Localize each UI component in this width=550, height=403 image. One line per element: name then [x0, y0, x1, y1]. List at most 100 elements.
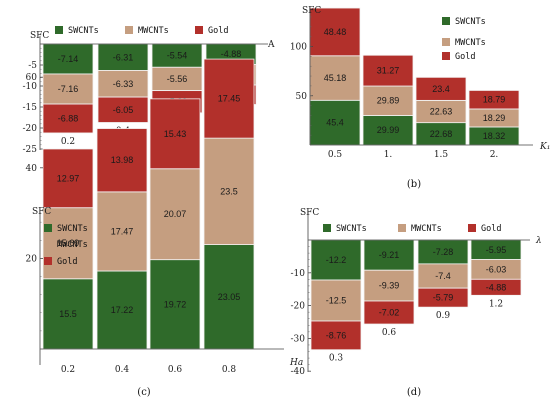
legend-swatch-mwcnts: [398, 224, 406, 232]
bar-gold-0.6: [149, 98, 201, 170]
y-tick-label: -15: [23, 103, 38, 113]
bar-value-label: -7.14: [58, 54, 79, 64]
bar-swcnts-0.8: [203, 244, 255, 350]
x-tick-label: 2.: [490, 150, 499, 160]
bar-gold-0.4: [97, 96, 149, 123]
x-tick-label: 0.2: [61, 137, 75, 147]
bar-value-label: 12.97: [57, 173, 80, 183]
bar-value-label: 23.4: [432, 84, 450, 94]
bar-value-label: -6.33: [113, 79, 134, 89]
x-axis-title: A: [267, 40, 275, 50]
bar-gold-0.8: [203, 58, 255, 139]
x-tick-label: 0.9: [436, 311, 451, 321]
bar-value-label: 29.89: [377, 96, 400, 106]
legend-swatch-gold: [44, 257, 52, 265]
y-axis-title: SFC: [30, 31, 49, 41]
bar-value-label: 17.22: [111, 305, 134, 315]
bar-value-label: 48.48: [324, 27, 347, 37]
legend-label: SWCNTs: [57, 224, 88, 234]
legend-label: SWCNTs: [455, 17, 486, 27]
x-tick-label: 1.2: [489, 299, 503, 309]
legend-swatch-swcnts: [442, 17, 450, 25]
bar-value-label: 15.5: [59, 309, 77, 319]
bar-value-label: -4.88: [221, 49, 242, 59]
bar-swcnts-0.2: [42, 278, 94, 350]
bar-value-label: 45.18: [324, 73, 347, 83]
y-tick-label: -40: [291, 367, 306, 377]
legend-swatch-swcnts: [323, 224, 331, 232]
bar-gold-2.: [468, 90, 520, 110]
bar-gold-1.2: [470, 278, 522, 296]
bar-value-label: -6.05: [113, 105, 134, 115]
x-tick-label: 0.8: [222, 365, 237, 375]
bar-value-label: 22.68: [430, 129, 453, 139]
bar-value-label: 13.98: [111, 155, 134, 165]
legend-swatch-swcnts: [44, 224, 52, 232]
y-tick-label: -30: [291, 334, 306, 344]
bar-value-label: -6.31: [113, 52, 134, 62]
x-tick-label: 0.4: [115, 365, 130, 375]
y-tick-label: 20: [26, 254, 38, 264]
panel-label: (d): [407, 387, 421, 398]
bar-value-label: 15.69: [57, 238, 80, 248]
legend-label: Gold: [57, 257, 77, 267]
y-tick-label: -5: [28, 61, 37, 71]
bar-value-label: -12.5: [326, 296, 347, 306]
legend-label: MWCNTs: [411, 224, 442, 234]
bar-value-label: 18.79: [483, 95, 506, 105]
bar-value-label: 17.45: [218, 94, 241, 104]
bar-value-label: -7.28: [433, 247, 454, 257]
bar-swcnts-1.: [362, 115, 414, 146]
bar-value-label: -5.95: [486, 245, 507, 255]
y-tick-label: -25: [23, 145, 38, 155]
legend-swatch-swcnts: [55, 26, 63, 34]
bar-gold-0.4: [96, 128, 148, 193]
legend-swatch-gold: [442, 52, 450, 60]
bar-value-label: -5.54: [167, 51, 188, 61]
y-axis-title: SFC: [32, 207, 51, 217]
bar-value-label: 18.32: [483, 131, 506, 141]
bar-value-label: 31.27: [377, 66, 400, 76]
bar-value-label: -7.02: [379, 308, 400, 318]
legend-label: MWCNTs: [455, 38, 486, 48]
legend-label: MWCNTs: [57, 240, 88, 250]
bar-gold-0.3: [310, 320, 362, 351]
bar-value-label: 17.47: [111, 226, 134, 236]
y-tick-label: 100: [290, 43, 307, 53]
x-tick-label: 0.5: [328, 150, 343, 160]
bar-value-label: -7.4: [435, 271, 451, 281]
bar-value-label: -5.56: [167, 74, 188, 84]
x-axis-title: λ: [535, 236, 542, 246]
bar-mwcnts-0.8: [203, 137, 255, 245]
bar-mwcnts-0.9: [417, 263, 469, 289]
panel-label: (c): [137, 387, 151, 398]
bar-gold-1.: [362, 54, 414, 87]
bar-value-label: 23.5: [220, 186, 238, 196]
bar-value-label: -6.03: [486, 264, 507, 274]
bar-gold-0.9: [417, 287, 469, 308]
bar-swcnts-0.3: [310, 239, 362, 281]
legend-label: Gold: [208, 26, 228, 36]
bar-mwcnts-0.2: [42, 73, 94, 105]
bar-value-label: -9.21: [379, 250, 400, 260]
bar-swcnts-0.2: [42, 43, 94, 75]
bar-swcnts-0.4: [97, 43, 149, 71]
x-tick-label: 0.3: [329, 354, 344, 364]
bar-swcnts-0.6: [363, 239, 415, 271]
legend-label: Gold: [455, 52, 475, 62]
legend-swatch-gold: [468, 224, 476, 232]
legend-swatch-mwcnts: [442, 38, 450, 46]
bar-value-label: -5.79: [433, 293, 454, 303]
y-tick-label: -10: [23, 82, 38, 92]
x-tick-label: 0.6: [168, 365, 183, 375]
legend-label: SWCNTs: [68, 26, 99, 36]
x-tick-label: 1.5: [434, 150, 449, 160]
y-tick-label: 40: [26, 164, 38, 174]
bar-value-label: 23.05: [218, 292, 241, 302]
y-tick-label: 50: [296, 92, 308, 102]
bar-mwcnts-0.6: [149, 168, 201, 261]
bar-value-label: 19.72: [164, 299, 187, 309]
legend-label: MWCNTs: [138, 26, 169, 36]
y-tick-label: 60: [26, 73, 38, 83]
bar-value-label: 22.63: [430, 107, 453, 117]
